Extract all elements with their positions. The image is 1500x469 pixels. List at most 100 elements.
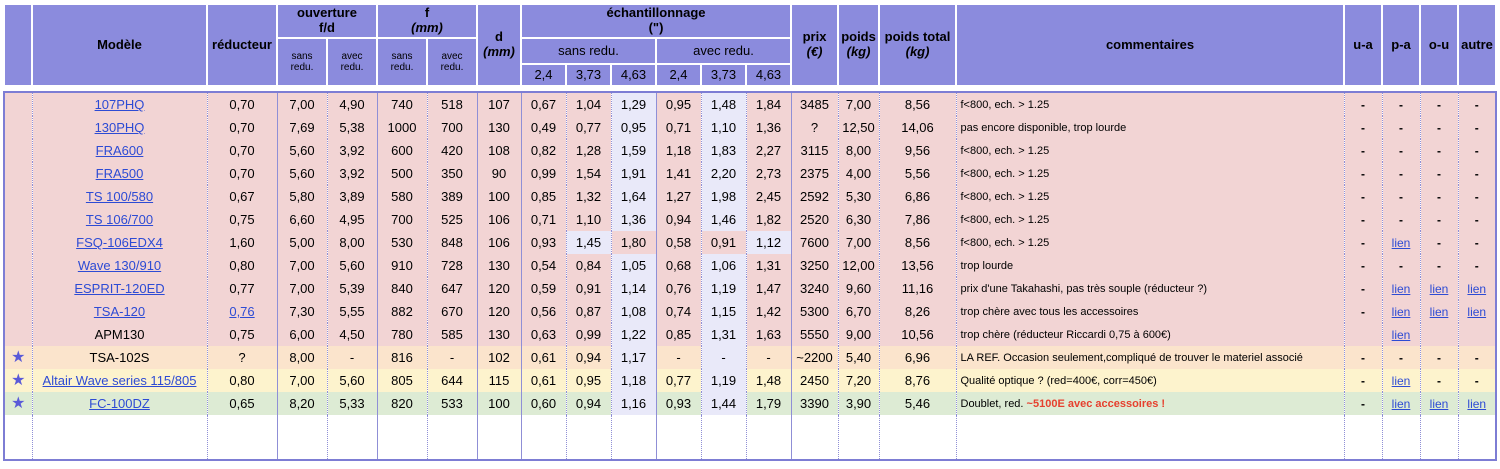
price-cell: 3390 <box>790 392 838 415</box>
sampling-cell: 1,47 <box>745 277 791 300</box>
autre-cell: - <box>1457 208 1496 231</box>
model-cell: Altair Wave series 115/805 <box>31 369 207 392</box>
sampling-cell: 1,64 <box>610 185 656 208</box>
tick-label: 3,73 <box>575 66 602 82</box>
header-aperture-avec: avec redu. <box>326 37 378 87</box>
autre-link[interactable]: lien <box>1467 304 1487 319</box>
sampling-cell: 0,61 <box>520 369 566 392</box>
pa-link[interactable]: lien <box>1391 396 1411 411</box>
sampling-cell: 1,31 <box>745 254 791 277</box>
pa-link[interactable]: lien <box>1391 235 1411 250</box>
comment-text: trop lourde <box>960 259 1014 272</box>
star-cell: ★ <box>4 392 32 415</box>
ou-cell: - <box>1419 369 1458 392</box>
star-cell <box>4 277 32 300</box>
focal-sans-cell: 882 <box>376 300 427 323</box>
sampling-cell: 1,98 <box>700 185 746 208</box>
comment-cell: f<800, ech. > 1.25 <box>955 92 1344 116</box>
star-cell: ★ <box>4 346 32 369</box>
table-row: FRA600 0,70 5,60 3,92 600 420 108 0,82 1,28 1,59 1… <box>4 139 1496 162</box>
model-link[interactable]: 130PHQ <box>94 120 145 135</box>
weight-total-cell: 5,56 <box>878 162 956 185</box>
pa-link[interactable]: lien <box>1391 327 1411 342</box>
reducer-cell: ? <box>206 346 277 369</box>
model-link[interactable]: FSQ-106EDX4 <box>76 235 163 250</box>
model-link[interactable]: 107PHQ <box>94 97 145 112</box>
sampling-cell: 1,82 <box>745 208 791 231</box>
weight-total-cell: 5,46 <box>878 392 956 415</box>
focal-avec-cell: 670 <box>426 300 477 323</box>
model-link[interactable]: Wave 130/910 <box>77 258 162 273</box>
diameter-cell: 115 <box>476 369 521 392</box>
empty-cell <box>700 415 746 460</box>
avec-redu-label: avec redu. <box>440 50 464 74</box>
focal-sans-cell: 816 <box>376 346 427 369</box>
pa-link[interactable]: lien <box>1391 373 1411 388</box>
comment-cell: f<800, ech. > 1.25 <box>955 208 1344 231</box>
comment-text: pas encore disponible, trop lourde <box>960 121 1127 134</box>
model-link[interactable]: FC-100DZ <box>89 396 150 411</box>
autre-link[interactable]: lien <box>1467 396 1487 411</box>
model-link[interactable]: TSA-120 <box>93 304 146 319</box>
price-cell: 2450 <box>790 369 838 392</box>
header-tick: 3,73 <box>565 63 612 87</box>
autre-cell: - <box>1457 369 1496 392</box>
pa-link[interactable]: lien <box>1391 281 1411 296</box>
header-sampling-avec: avec redu. <box>654 37 793 65</box>
header-pa-label: p-a <box>1391 36 1411 52</box>
ou-link[interactable]: lien <box>1429 304 1449 319</box>
model-link[interactable]: FRA500 <box>95 166 144 181</box>
weight-cell: 5,40 <box>837 346 879 369</box>
sampling-cell: 0,95 <box>610 116 656 139</box>
pa-link[interactable]: lien <box>1391 304 1411 319</box>
header-sampling: échantillonnage (") <box>519 3 793 39</box>
ou-cell: - <box>1419 231 1458 254</box>
diameter-cell: 120 <box>476 300 521 323</box>
aperture-sans-cell: 7,69 <box>276 116 327 139</box>
table-row: ★ Altair Wave series 115/805 0,80 7,00 5,60 8… <box>4 369 1496 392</box>
model-cell: Wave 130/910 <box>31 254 207 277</box>
model-link[interactable]: ESPRIT-120ED <box>74 281 165 296</box>
ua-cell: - <box>1343 300 1382 323</box>
reducer-link[interactable]: 0,76 <box>229 304 255 319</box>
aperture-avec-cell: 3,92 <box>326 139 377 162</box>
empty-cell <box>1381 415 1420 460</box>
sampling-cell: 1,48 <box>700 92 746 116</box>
header-aperture-label: ouverture <box>297 5 357 21</box>
reducer-cell: 0,70 <box>206 162 277 185</box>
comment-text: trop chère (réducteur Riccardi 0,75 à 60… <box>960 328 1171 341</box>
empty-cell <box>565 415 611 460</box>
model-link[interactable]: FRA600 <box>95 143 144 158</box>
header-reducer: réducteur <box>206 3 278 87</box>
model-link[interactable]: Altair Wave series 115/805 <box>42 373 197 388</box>
comment-cell: Qualité optique ? (red=400€, corr=450€) <box>955 369 1344 392</box>
pa-cell: - <box>1381 116 1420 139</box>
ou-link[interactable]: lien <box>1429 281 1449 296</box>
autre-cell: - <box>1457 346 1496 369</box>
star-cell <box>4 116 32 139</box>
pa-cell: lien <box>1381 323 1420 346</box>
sampling-cell: 1,18 <box>610 369 656 392</box>
sampling-cell: 1,15 <box>700 300 746 323</box>
autre-cell: - <box>1457 162 1496 185</box>
empty-cell <box>878 415 956 460</box>
ua-cell: - <box>1343 369 1382 392</box>
empty-row <box>4 415 1496 460</box>
ou-cell: - <box>1419 116 1458 139</box>
aperture-avec-cell: 3,89 <box>326 185 377 208</box>
reducer-cell: 0,75 <box>206 323 277 346</box>
autre-cell: lien <box>1457 392 1496 415</box>
header-aperture-sans: sans redu. <box>276 37 328 87</box>
sampling-cell: 1,04 <box>565 92 611 116</box>
model-link[interactable]: TS 100/580 <box>85 189 154 204</box>
table-row: ESPRIT-120ED 0,77 7,00 5,39 840 647 120 0,59 0,9… <box>4 277 1496 300</box>
focal-sans-cell: 805 <box>376 369 427 392</box>
weight-total-cell: 8,56 <box>878 92 956 116</box>
focal-sans-cell: 740 <box>376 92 427 116</box>
autre-link[interactable]: lien <box>1467 281 1487 296</box>
comment-cell: f<800, ech. > 1.25 <box>955 162 1344 185</box>
model-cell: ESPRIT-120ED <box>31 277 207 300</box>
ua-cell: - <box>1343 392 1382 415</box>
model-link[interactable]: TS 106/700 <box>85 212 154 227</box>
ou-link[interactable]: lien <box>1429 396 1449 411</box>
